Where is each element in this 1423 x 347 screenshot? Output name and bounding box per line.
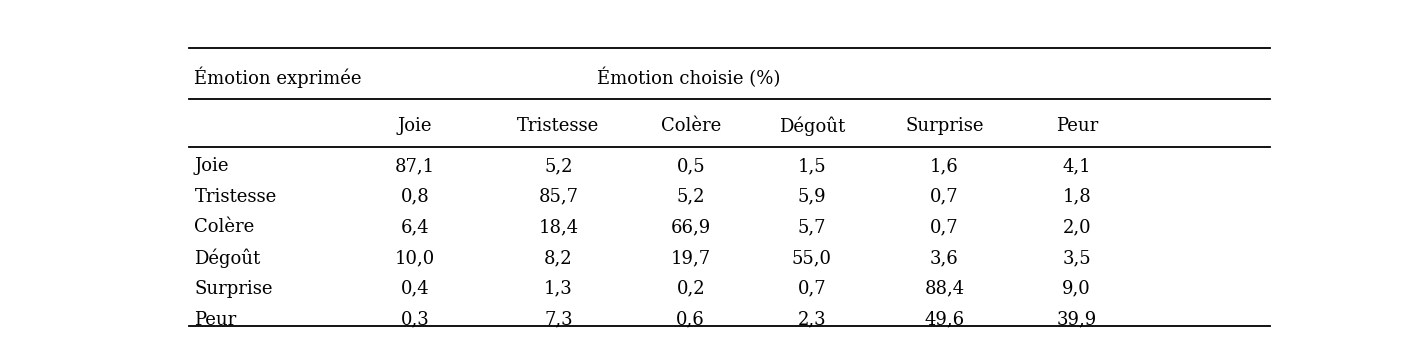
Text: 0,4: 0,4 (401, 280, 430, 298)
Text: 2,0: 2,0 (1063, 218, 1091, 236)
Text: 88,4: 88,4 (925, 280, 965, 298)
Text: 0,2: 0,2 (676, 280, 704, 298)
Text: 5,2: 5,2 (676, 188, 704, 206)
Text: Peur: Peur (1056, 117, 1097, 135)
Text: 3,6: 3,6 (931, 249, 959, 267)
Text: 4,1: 4,1 (1063, 157, 1091, 175)
Text: 1,6: 1,6 (931, 157, 959, 175)
Text: 1,8: 1,8 (1063, 188, 1091, 206)
Text: 55,0: 55,0 (793, 249, 832, 267)
Text: Joie: Joie (195, 157, 229, 175)
Text: 1,3: 1,3 (544, 280, 572, 298)
Text: 39,9: 39,9 (1056, 311, 1097, 329)
Text: Émotion choisie (%): Émotion choisie (%) (598, 68, 780, 88)
Text: 5,9: 5,9 (798, 188, 827, 206)
Text: 5,7: 5,7 (798, 218, 827, 236)
Text: Tristesse: Tristesse (195, 188, 276, 206)
Text: 9,0: 9,0 (1063, 280, 1091, 298)
Text: Émotion exprimée: Émotion exprimée (195, 67, 361, 88)
Text: 0,5: 0,5 (676, 157, 704, 175)
Text: 66,9: 66,9 (670, 218, 712, 236)
Text: 1,5: 1,5 (798, 157, 827, 175)
Text: 0,7: 0,7 (931, 218, 959, 236)
Text: 87,1: 87,1 (396, 157, 435, 175)
Text: 19,7: 19,7 (670, 249, 710, 267)
Text: Joie: Joie (398, 117, 433, 135)
Text: 7,3: 7,3 (544, 311, 572, 329)
Text: 10,0: 10,0 (394, 249, 435, 267)
Text: 85,7: 85,7 (538, 188, 578, 206)
Text: 6,4: 6,4 (401, 218, 430, 236)
Text: 18,4: 18,4 (538, 218, 578, 236)
Text: Tristesse: Tristesse (517, 117, 599, 135)
Text: 49,6: 49,6 (925, 311, 965, 329)
Text: Colère: Colère (195, 218, 255, 236)
Text: 8,2: 8,2 (544, 249, 572, 267)
Text: Dégoût: Dégoût (195, 248, 260, 268)
Text: 0,3: 0,3 (401, 311, 430, 329)
Text: 0,7: 0,7 (931, 188, 959, 206)
Text: 2,3: 2,3 (798, 311, 827, 329)
Text: 3,5: 3,5 (1063, 249, 1091, 267)
Text: 0,8: 0,8 (401, 188, 430, 206)
Text: Peur: Peur (195, 311, 236, 329)
Text: Dégoût: Dégoût (778, 116, 845, 136)
Text: Colère: Colère (660, 117, 721, 135)
Text: 0,6: 0,6 (676, 311, 704, 329)
Text: 0,7: 0,7 (798, 280, 827, 298)
Text: 5,2: 5,2 (544, 157, 572, 175)
Text: Surprise: Surprise (905, 117, 983, 135)
Text: Surprise: Surprise (195, 280, 273, 298)
